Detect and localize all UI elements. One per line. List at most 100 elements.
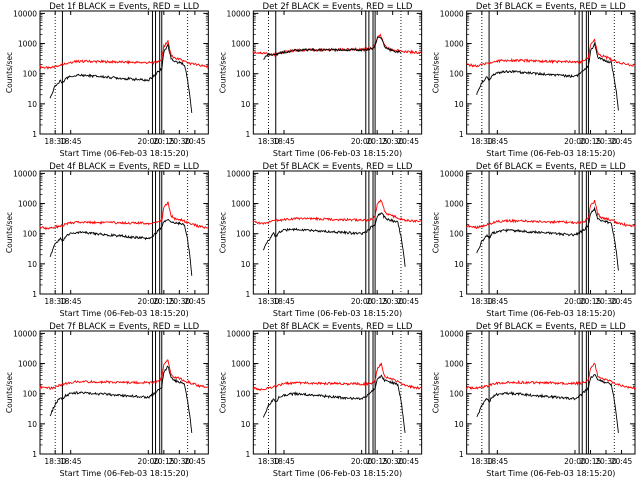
x-tick-label: 18:45 bbox=[273, 457, 295, 466]
lld-series-line bbox=[252, 199, 423, 225]
x-tick-label: 18:30 bbox=[44, 137, 66, 146]
y-tick-label: 100 bbox=[449, 390, 464, 399]
y-tick-label: 10000 bbox=[13, 9, 37, 18]
x-tick-label: 18:30 bbox=[471, 297, 493, 306]
chart-title: Det 8f BLACK = Events, RED = LLD bbox=[263, 322, 413, 332]
plot-frame bbox=[252, 330, 423, 455]
y-tick-label: 10000 bbox=[13, 329, 37, 338]
x-tick-label: 20:45 bbox=[611, 457, 633, 466]
x-tick-label: 20:00 bbox=[564, 297, 586, 306]
y-axis-label: Counts/sec bbox=[5, 212, 14, 253]
chart-title: Det 7f BLACK = Events, RED = LLD bbox=[49, 322, 199, 332]
x-tick-label: 20:45 bbox=[611, 297, 633, 306]
y-tick-label: 1000 bbox=[18, 360, 37, 369]
detector-panel: Det 8f BLACK = Events, RED = LLD Counts/s… bbox=[218, 322, 423, 478]
detector-panel: Det 7f BLACK = Events, RED = LLD Counts/s… bbox=[5, 322, 209, 478]
y-tick-label: 1000 bbox=[445, 40, 464, 49]
x-tick-label: 20:15 bbox=[580, 457, 602, 466]
y-tick-label: 10 bbox=[454, 100, 464, 109]
y-tick-label: 1 bbox=[32, 290, 37, 299]
plot-frame bbox=[252, 170, 423, 295]
x-tick-label: 18:45 bbox=[60, 137, 82, 146]
y-axis-label: Counts/sec bbox=[5, 372, 14, 413]
x-axis-label: Start Time (06-Feb-03 18:15:20) bbox=[486, 309, 615, 318]
x-axis-label: Start Time (06-Feb-03 18:15:20) bbox=[60, 149, 189, 158]
y-tick-label: 10000 bbox=[226, 329, 250, 338]
x-axis-label: Start Time (06-Feb-03 18:15:20) bbox=[273, 309, 402, 318]
x-axis-label: Start Time (06-Feb-03 18:15:20) bbox=[486, 149, 615, 158]
y-tick-label: 100 bbox=[23, 390, 38, 399]
x-axis-label: Start Time (06-Feb-03 18:15:20) bbox=[60, 309, 189, 318]
y-tick-label: 1 bbox=[459, 450, 464, 459]
chart-title: Det 3f BLACK = Events, RED = LLD bbox=[476, 2, 626, 12]
x-tick-label: 20:00 bbox=[137, 457, 159, 466]
x-tick-label: 18:45 bbox=[60, 457, 82, 466]
y-tick-label: 10 bbox=[27, 420, 37, 429]
x-tick-label: 18:30 bbox=[258, 297, 280, 306]
y-axis-label: Counts/sec bbox=[432, 52, 441, 93]
detector-panel: Det 3f BLACK = Events, RED = LLD Counts/s… bbox=[432, 2, 636, 158]
chart-title: Det 6f BLACK = Events, RED = LLD bbox=[476, 162, 626, 172]
y-tick-label: 1 bbox=[32, 130, 37, 139]
x-tick-label: 20:45 bbox=[611, 137, 633, 146]
x-tick-label: 20:45 bbox=[184, 137, 206, 146]
events-series-line bbox=[262, 374, 406, 433]
y-tick-label: 10000 bbox=[440, 9, 464, 18]
y-tick-label: 10 bbox=[27, 260, 37, 269]
y-tick-label: 100 bbox=[236, 70, 251, 79]
x-tick-label: 20:15 bbox=[366, 297, 388, 306]
y-tick-label: 10000 bbox=[440, 329, 464, 338]
plot-frame bbox=[466, 170, 636, 295]
y-tick-label: 10 bbox=[454, 260, 464, 269]
y-tick-label: 10 bbox=[241, 260, 251, 269]
plot-frame bbox=[466, 330, 636, 455]
x-tick-label: 20:30 bbox=[169, 457, 191, 466]
x-axis-label: Start Time (06-Feb-03 18:15:20) bbox=[60, 469, 189, 478]
y-tick-label: 10000 bbox=[440, 169, 464, 178]
lld-series-line bbox=[39, 359, 209, 390]
detector-panel: Det 9f BLACK = Events, RED = LLD Counts/s… bbox=[432, 322, 636, 478]
y-axis-label: Counts/sec bbox=[218, 52, 227, 93]
detector-panel: Det 6f BLACK = Events, RED = LLD Counts/s… bbox=[432, 162, 636, 318]
x-tick-label: 20:45 bbox=[397, 137, 419, 146]
x-tick-label: 20:45 bbox=[397, 457, 419, 466]
x-tick-label: 20:45 bbox=[184, 297, 206, 306]
y-tick-label: 1000 bbox=[231, 200, 250, 209]
detector-panel: Det 2f BLACK = Events, RED = LLD Counts/s… bbox=[218, 2, 423, 158]
x-tick-label: 18:45 bbox=[487, 457, 509, 466]
lld-series-line bbox=[466, 38, 636, 68]
y-tick-label: 1000 bbox=[18, 200, 37, 209]
y-tick-label: 1 bbox=[32, 450, 37, 459]
y-tick-label: 10 bbox=[454, 420, 464, 429]
y-tick-label: 100 bbox=[236, 230, 251, 239]
lld-series-line bbox=[465, 363, 636, 391]
y-axis-label: Counts/sec bbox=[432, 372, 441, 413]
lld-series-line bbox=[39, 40, 209, 70]
plot-frame bbox=[466, 10, 636, 135]
events-series-line bbox=[476, 374, 619, 433]
events-series-line bbox=[49, 43, 193, 113]
y-tick-label: 1 bbox=[246, 450, 251, 459]
plot-frame bbox=[39, 10, 209, 135]
x-tick-label: 18:30 bbox=[258, 137, 280, 146]
y-axis-label: Counts/sec bbox=[218, 372, 227, 413]
x-tick-label: 18:45 bbox=[273, 297, 295, 306]
events-series-line bbox=[262, 212, 406, 267]
y-tick-label: 10000 bbox=[226, 169, 250, 178]
y-tick-label: 1000 bbox=[231, 360, 250, 369]
y-tick-label: 100 bbox=[449, 230, 464, 239]
y-tick-label: 1000 bbox=[445, 360, 464, 369]
x-tick-label: 20:15 bbox=[153, 297, 175, 306]
x-axis-label: Start Time (06-Feb-03 18:15:20) bbox=[486, 469, 615, 478]
y-tick-label: 1 bbox=[459, 130, 464, 139]
y-tick-label: 10000 bbox=[226, 9, 250, 18]
x-tick-label: 20:00 bbox=[137, 137, 159, 146]
lld-series-line bbox=[39, 201, 209, 231]
x-tick-label: 18:45 bbox=[487, 137, 509, 146]
detector-panel: Det 1f BLACK = Events, RED = LLD Counts/s… bbox=[5, 2, 209, 158]
x-tick-label: 20:30 bbox=[382, 137, 404, 146]
events-series-line bbox=[476, 41, 619, 111]
chart-title: Det 5f BLACK = Events, RED = LLD bbox=[263, 162, 413, 172]
x-axis-label: Start Time (06-Feb-03 18:15:20) bbox=[273, 149, 402, 158]
